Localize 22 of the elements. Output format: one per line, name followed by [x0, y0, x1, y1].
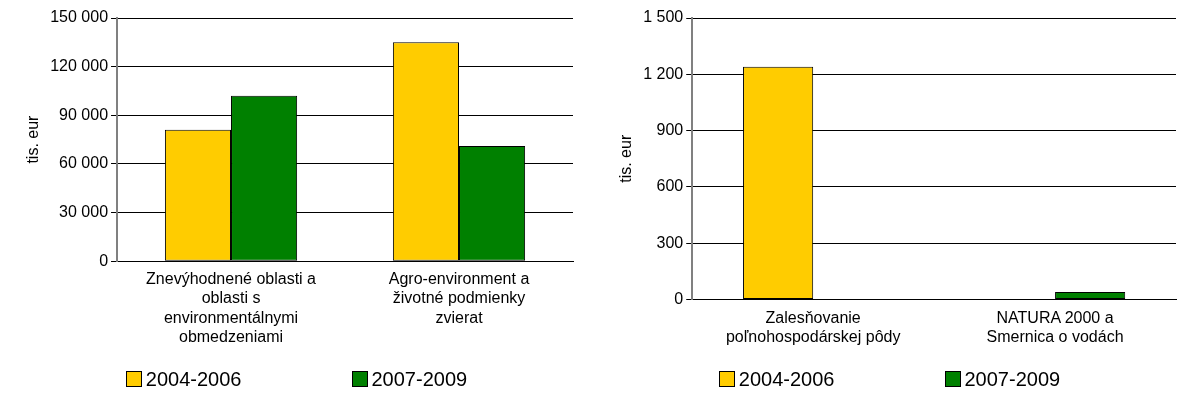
x-tick-label: Zalesňovanie poľnohospodárskej pôdy: [725, 308, 901, 345]
x-tick-label: NATURA 2000 a Smernica o vodách: [986, 308, 1124, 345]
y-tick-label: 30 000: [59, 202, 109, 220]
y-axis-title: tis. eur: [24, 114, 42, 164]
x-tick-label: Agro-environment a životné podmienky zvierat: [388, 270, 530, 326]
y-tick-label: 1 500: [643, 8, 684, 26]
legend-label: 2007-2009: [371, 368, 468, 390]
legend-label: 2007-2009: [964, 368, 1061, 390]
y-tick-label: 300: [656, 233, 684, 251]
legend-label: 2004-2006: [145, 368, 242, 390]
y-tick-label: 60 000: [59, 154, 109, 172]
y-tick-label: 120 000: [50, 57, 109, 75]
y-tick-label: 0: [99, 251, 109, 269]
y-tick-label: 1 200: [643, 64, 684, 82]
y-tick-label: 150 000: [50, 8, 109, 26]
y-axis-title: tis. eur: [617, 134, 635, 183]
y-tick-label: 0: [674, 290, 684, 308]
y-tick-label: 900: [656, 121, 684, 139]
y-tick-label: 90 000: [59, 105, 109, 123]
y-tick-label: 600: [656, 177, 684, 195]
x-tick-label: Znevýhodnené oblasti a oblasti s environmentálnymi obmedzeniami: [146, 270, 317, 345]
legend-label: 2004-2006: [738, 368, 835, 390]
